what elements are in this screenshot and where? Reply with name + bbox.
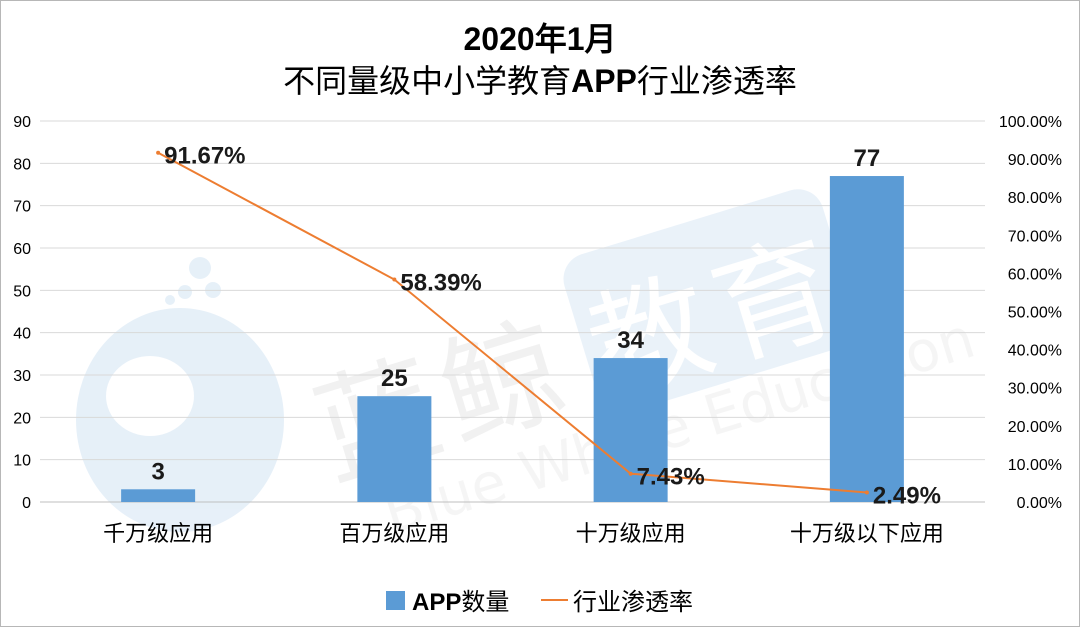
bar <box>121 489 196 502</box>
legend: APP数量 行业渗透率 <box>386 589 693 616</box>
y-left-tick-label: 20 <box>13 410 31 427</box>
y-left-tick-label: 70 <box>13 199 31 216</box>
y-left-tick-label: 80 <box>13 156 31 173</box>
bar <box>829 176 904 503</box>
bar-data-label: 34 <box>617 327 644 354</box>
y-right-tick-label: 30.00% <box>1008 381 1062 398</box>
line-series: 91.67% 58.39% 7.43% 2.49% <box>156 143 941 510</box>
line-data-label: 7.43% <box>637 464 705 491</box>
line-point <box>628 471 633 476</box>
y-right-tick-label: 20.00% <box>1008 419 1062 436</box>
x-category-label: 千万级应用 <box>103 521 213 546</box>
y-right-tick-label: 70.00% <box>1008 228 1062 245</box>
y-right-tick-label: 60.00% <box>1008 266 1062 283</box>
whale-logo <box>76 257 284 532</box>
line-point <box>156 150 161 155</box>
bar-series: 3 25 34 77 <box>121 145 904 503</box>
chart-title-line2: 不同量级中小学教育APP行业渗透率 <box>0 56 1080 102</box>
y-left-tick-label: 90 <box>13 114 31 131</box>
legend-line-label: 行业渗透率 <box>573 589 693 616</box>
y-left-tick-label: 0 <box>22 495 31 512</box>
line-point <box>392 277 397 282</box>
y-left-tick-label: 50 <box>13 283 31 300</box>
title-app: APP <box>571 63 637 99</box>
y-right-tick-label: 10.00% <box>1008 457 1062 474</box>
bar-data-label: 25 <box>381 365 408 392</box>
penetration-line <box>157 151 867 494</box>
x-category-label: 十万级应用 <box>576 521 686 546</box>
x-category-label: 百万级应用 <box>339 521 449 546</box>
bar-data-label: 77 <box>854 145 881 172</box>
y-left-tick-label: 10 <box>13 453 31 470</box>
line-data-label: 58.39% <box>400 270 481 297</box>
title-prefix: 不同量级中小学教育 <box>283 63 572 99</box>
y-left-tick-label: 30 <box>13 368 31 385</box>
x-axis-categories: 千万级应用 百万级应用 十万级应用 十万级以下应用 <box>103 521 944 546</box>
bar <box>357 396 432 502</box>
line-data-label: 2.49% <box>873 483 941 510</box>
y-right-tick-label: 50.00% <box>1008 305 1062 322</box>
line-point <box>864 490 869 495</box>
gridlines <box>40 120 985 503</box>
line-data-label: 91.67% <box>164 143 245 170</box>
y-axis-right: 0.00% 10.00% 20.00% 30.00% 40.00% 50.00% 60.00… <box>999 114 1062 512</box>
y-right-tick-label: 40.00% <box>1008 343 1062 360</box>
legend-bar-label: APP数量 <box>412 589 509 616</box>
bar-data-label: 3 <box>151 458 164 485</box>
y-right-tick-label: 90.00% <box>1008 152 1062 169</box>
title-suffix: 行业渗透率 <box>636 63 797 99</box>
x-category-label: 十万级以下应用 <box>790 521 944 546</box>
chart-title-line1: 2020年1月 <box>463 21 617 57</box>
y-right-tick-label: 0.00% <box>1017 495 1062 512</box>
y-right-tick-label: 100.00% <box>999 114 1062 131</box>
y-axis-left: 0 10 20 30 40 50 60 70 80 90 <box>13 114 31 512</box>
y-left-tick-label: 60 <box>13 241 31 258</box>
y-left-tick-label: 40 <box>13 326 31 343</box>
legend-bar-swatch <box>386 591 405 610</box>
y-right-tick-label: 80.00% <box>1008 190 1062 207</box>
bar <box>593 358 668 502</box>
